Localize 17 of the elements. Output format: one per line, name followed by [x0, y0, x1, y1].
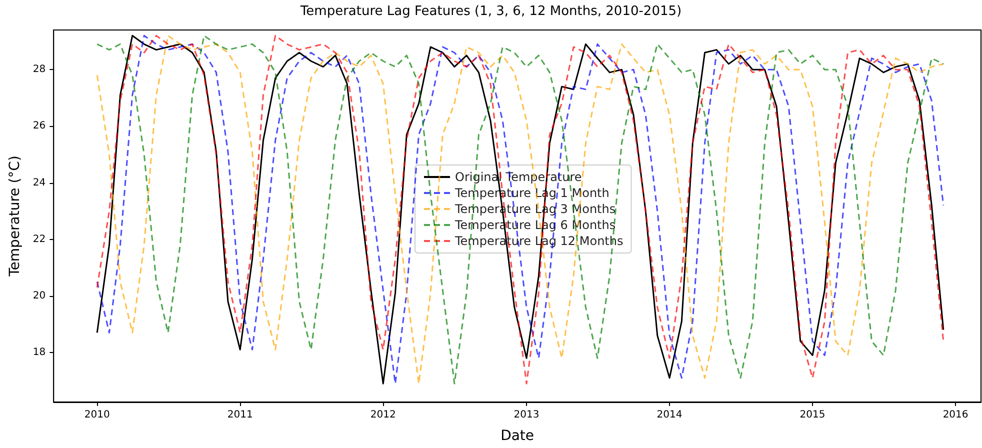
y-tick-label: 20: [32, 290, 46, 302]
x-tick-label: 2016: [942, 410, 968, 420]
x-axis-title: Date: [500, 428, 534, 444]
x-tick-label: 2010: [84, 410, 110, 420]
y-axis-title: Temperature (°C): [7, 156, 23, 278]
chart-title: Temperature Lag Features (1, 3, 6, 12 Months, 2010-2015): [299, 4, 682, 19]
line-series: [96, 34, 944, 384]
y-tick-label: 18: [32, 346, 46, 358]
x-tick-label: 2012: [370, 410, 396, 420]
y-tick-label: 22: [32, 234, 46, 245]
y-tick-label: 26: [32, 120, 46, 132]
x-tick-label: 2014: [656, 410, 682, 420]
y-tick-label: 28: [32, 64, 46, 76]
x-tick-label: 2015: [800, 410, 826, 420]
x-tick-label: 2011: [227, 410, 253, 420]
x-tick-label: 2013: [514, 410, 540, 420]
y-tick-label: 24: [32, 177, 46, 188]
